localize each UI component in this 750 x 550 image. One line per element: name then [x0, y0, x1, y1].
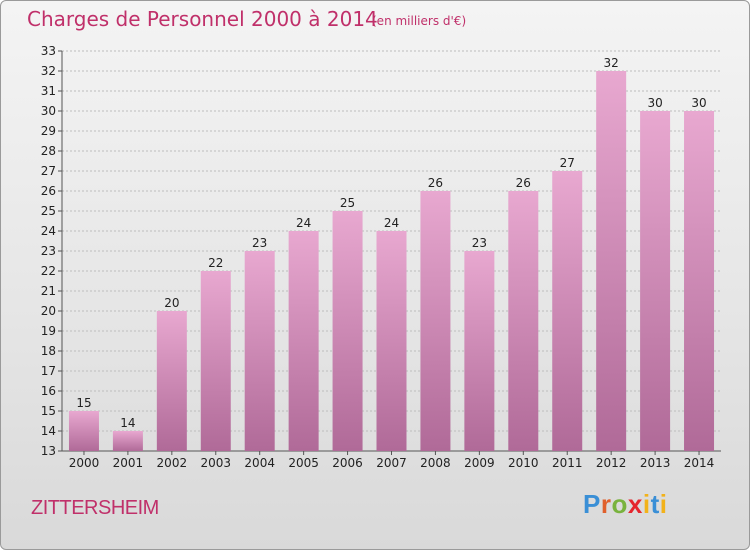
bars	[68, 71, 715, 451]
data-label: 20	[164, 296, 179, 310]
data-label: 30	[647, 96, 662, 110]
bar	[376, 231, 407, 451]
x-tick-label: 2008	[420, 456, 451, 470]
y-tick-label: 27	[41, 164, 56, 178]
bar	[684, 111, 715, 451]
x-tick-label: 2006	[332, 456, 363, 470]
x-tick-label: 2001	[113, 456, 144, 470]
commune-name: ZITTERSHEIM	[31, 497, 159, 519]
data-label: 24	[384, 216, 399, 230]
data-label: 24	[296, 216, 311, 230]
data-label: 32	[604, 56, 619, 70]
x-tick-label: 2012	[596, 456, 627, 470]
data-labels: 15 14 20 22 23 24 25 24 26 23 26 27 32 30 30	[76, 56, 706, 430]
data-label: 23	[252, 236, 267, 250]
x-tick-label: 2009	[464, 456, 495, 470]
x-tick-label: 2007	[376, 456, 407, 470]
y-tick-label: 17	[41, 364, 56, 378]
bar	[200, 271, 231, 451]
data-label: 26	[516, 176, 531, 190]
bar	[420, 191, 451, 451]
bar	[288, 231, 319, 451]
bar	[156, 311, 187, 451]
bar	[596, 71, 627, 451]
bar	[244, 251, 275, 451]
proxiti-logo: Proxiti	[583, 489, 668, 519]
y-tick-label: 13	[41, 444, 56, 458]
bar	[68, 411, 99, 451]
y-tick-label: 21	[41, 284, 56, 298]
data-label: 26	[428, 176, 443, 190]
y-tick-label: 19	[41, 324, 56, 338]
bar	[332, 211, 363, 451]
data-label: 14	[120, 416, 135, 430]
x-tick-label: 2002	[157, 456, 188, 470]
data-label: 22	[208, 256, 223, 270]
y-tick-label: 22	[41, 264, 56, 278]
y-tick-label: 16	[41, 384, 56, 398]
x-tick-label: 2013	[640, 456, 671, 470]
bar	[552, 171, 583, 451]
y-tick-label: 23	[41, 244, 56, 258]
chart-title: Charges de Personnel 2000 à 2014	[27, 7, 378, 31]
y-tick-label: 28	[41, 144, 56, 158]
y-tick-label: 24	[41, 224, 56, 238]
bar	[508, 191, 539, 451]
chart-subtitle: (en milliers d'€)	[372, 14, 467, 28]
bar	[640, 111, 671, 451]
x-tick-label: 2004	[244, 456, 275, 470]
y-tick-label: 25	[41, 204, 56, 218]
y-tick-label: 26	[41, 184, 56, 198]
y-tick-label: 18	[41, 344, 56, 358]
data-label: 23	[472, 236, 487, 250]
y-tick-label: 32	[41, 64, 56, 78]
bar	[112, 431, 143, 451]
x-tick-label: 2000	[69, 456, 100, 470]
y-tick-label: 33	[41, 44, 56, 58]
y-tick-label: 30	[41, 104, 56, 118]
x-tick-label: 2003	[200, 456, 231, 470]
y-tick-label: 15	[41, 404, 56, 418]
data-label: 27	[560, 156, 575, 170]
y-tick-label: 20	[41, 304, 56, 318]
x-tick-label: 2005	[288, 456, 319, 470]
bar	[464, 251, 495, 451]
y-tick-label: 31	[41, 84, 56, 98]
x-tick-label: 2014	[684, 456, 715, 470]
x-tick-label: 2011	[552, 456, 583, 470]
data-label: 15	[76, 396, 91, 410]
y-tick-label: 29	[41, 124, 56, 138]
data-label: 30	[691, 96, 706, 110]
y-tick-label: 14	[41, 424, 56, 438]
data-label: 25	[340, 196, 355, 210]
x-tick-label: 2010	[508, 456, 539, 470]
